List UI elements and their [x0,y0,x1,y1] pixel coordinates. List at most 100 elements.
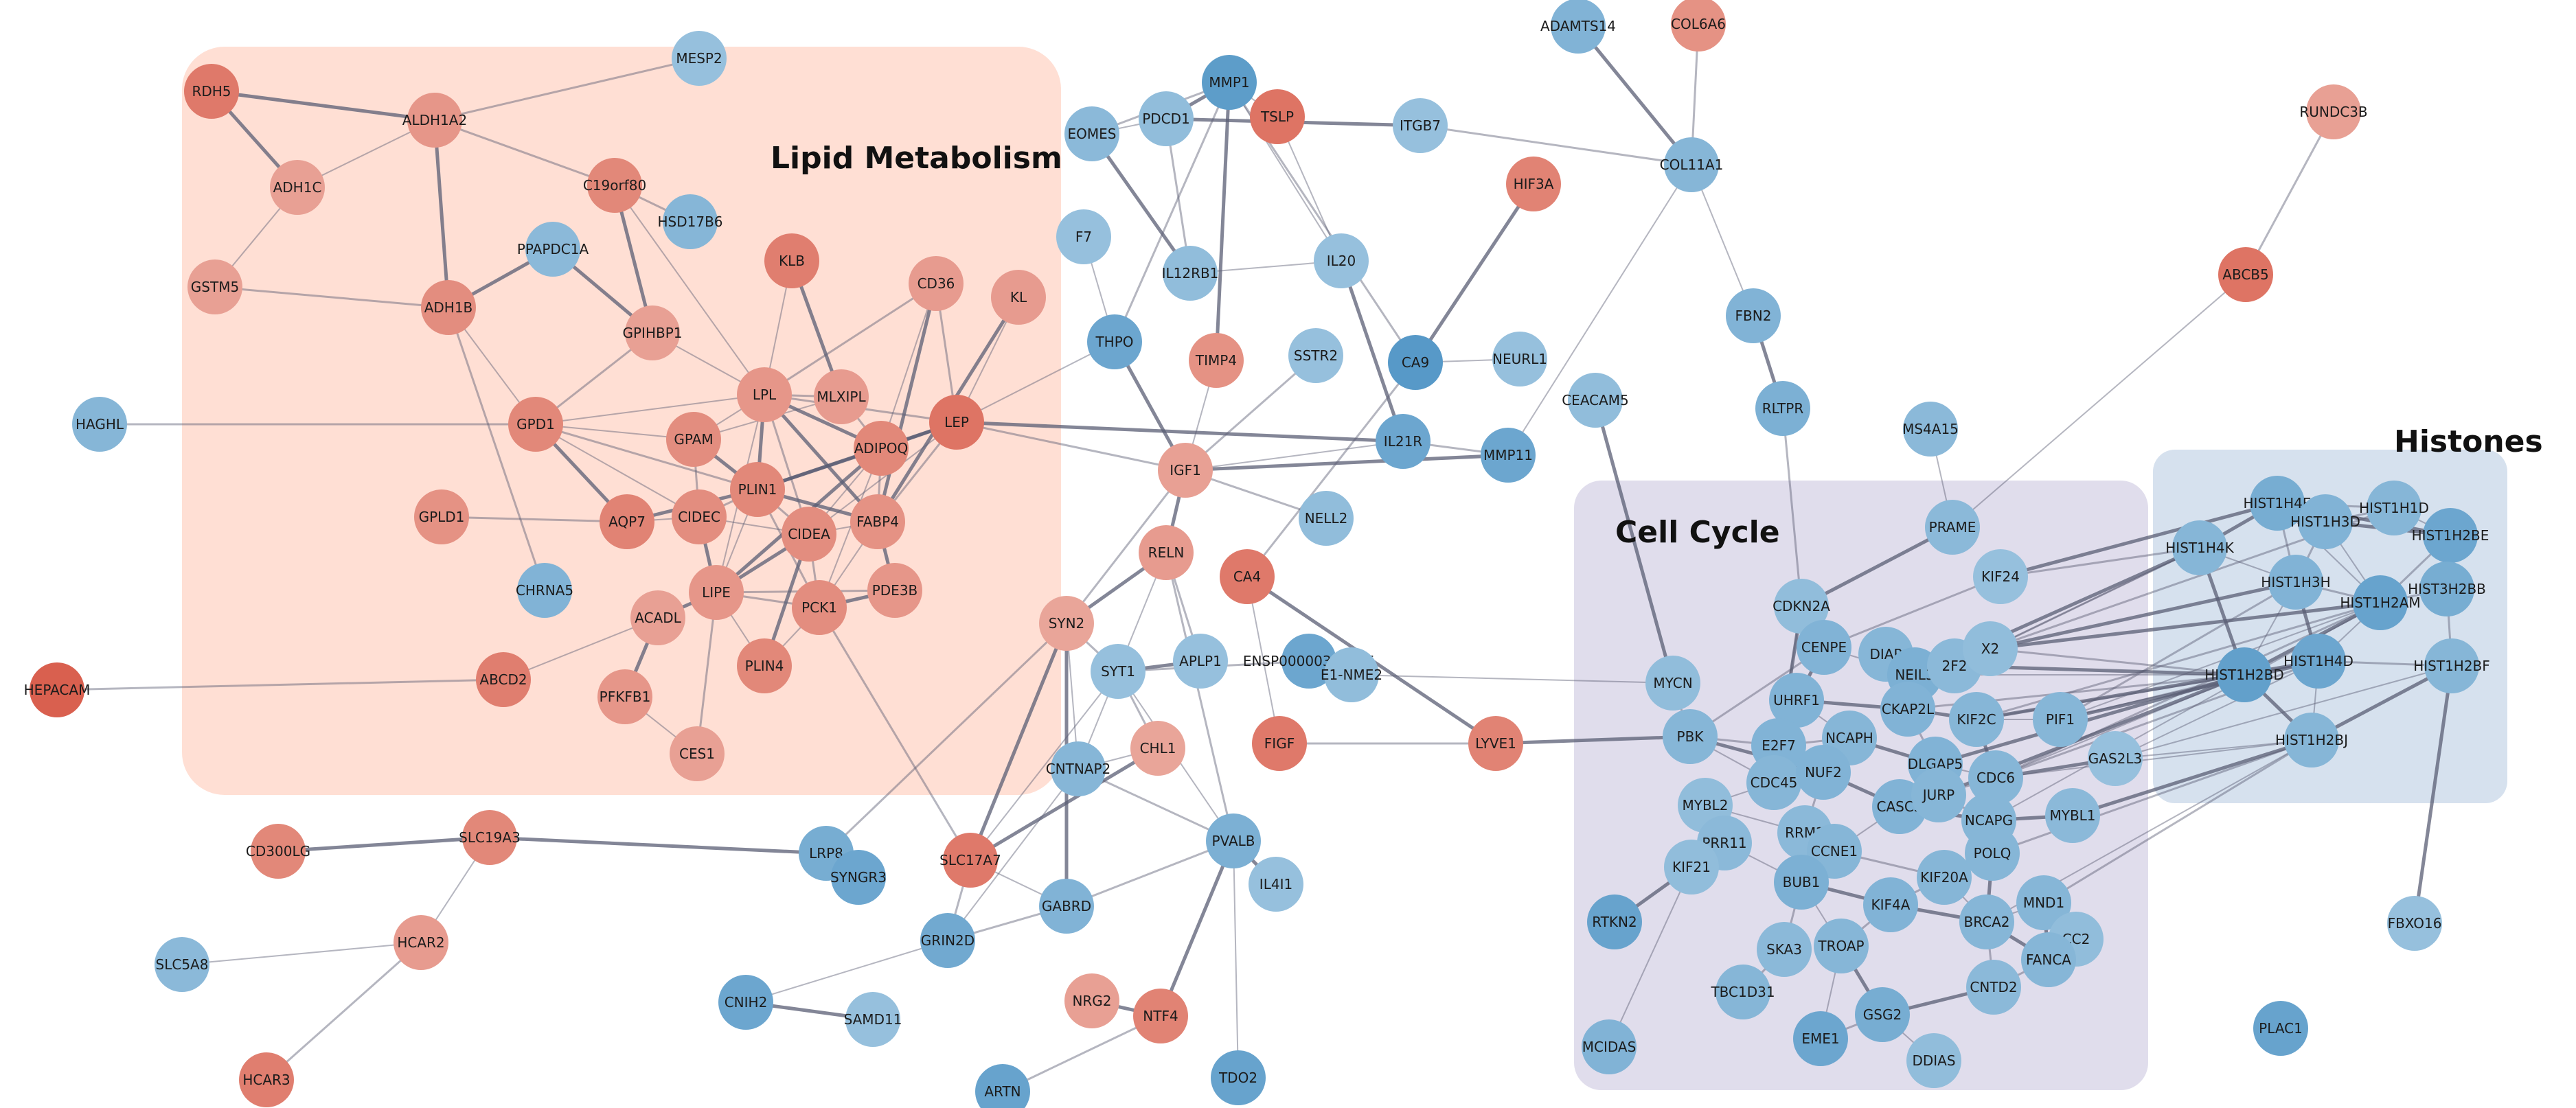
node-mybl1[interactable]: MYBL1 [2045,788,2100,843]
node-hist1h3d[interactable]: HIST1H3D [2290,494,2360,549]
node-thpo[interactable]: THPO [1087,314,1142,369]
node-artn[interactable]: ARTN [975,1064,1030,1108]
node-hcar3[interactable]: HCAR3 [239,1052,294,1107]
node-hist1h3h[interactable]: HIST1H3H [2261,555,2331,610]
node-timp4[interactable]: TIMP4 [1189,333,1244,388]
node-uhrf1[interactable]: UHRF1 [1769,673,1824,728]
node-fabp4[interactable]: FABP4 [850,494,905,549]
node-bub1[interactable]: BUB1 [1774,855,1829,910]
node-adipoq[interactable]: ADIPOQ [854,421,909,476]
node-il12rb1[interactable]: IL12RB1 [1162,246,1219,301]
node-kif4a[interactable]: KIF4A [1863,877,1918,932]
node-il4i1[interactable]: IL4I1 [1249,857,1303,912]
node-cd36[interactable]: CD36 [909,256,964,311]
node-cenpe[interactable]: CENPE [1797,620,1851,675]
node-neurl1[interactable]: NEURL1 [1492,332,1547,386]
node-prame[interactable]: PRAME [1925,500,1980,555]
node-pvalb[interactable]: PVALB [1206,813,1261,868]
node-hsd17b6[interactable]: HSD17B6 [657,194,723,249]
node-mlxipl[interactable]: MLXIPL [814,369,869,424]
node-ca4[interactable]: CA4 [1220,549,1275,604]
node-lyve1[interactable]: LYVE1 [1468,716,1523,771]
node-tdo2[interactable]: TDO2 [1211,1050,1266,1105]
node-lpl[interactable]: LPL [737,367,792,422]
node-col6a6[interactable]: COL6A6 [1671,0,1726,51]
node-acadl[interactable]: ACADL [630,590,685,645]
node-gabrd[interactable]: GABRD [1039,879,1094,934]
node-kif20a[interactable]: KIF20A [1917,850,1972,905]
node-fbn2[interactable]: FBN2 [1726,288,1781,343]
node-slc5a8[interactable]: SLC5A8 [155,937,209,992]
node-pif1[interactable]: PIF1 [2033,692,2088,747]
node-hist1h4k[interactable]: HIST1H4K [2165,520,2235,575]
node-il21r[interactable]: IL21R [1376,414,1431,469]
node-cdc6[interactable]: CDC6 [1968,750,2023,805]
node-cntnap2[interactable]: CNTNAP2 [1046,741,1111,796]
node-cdkn2a[interactable]: CDKN2A [1773,579,1830,634]
node-ms4a15[interactable]: MS4A15 [1902,402,1959,457]
node-slc19a3[interactable]: SLC19A3 [459,810,521,865]
node-hist1h4e[interactable]: HIST1H4E [2244,476,2312,531]
node-aqp7[interactable]: AQP7 [600,494,654,549]
node-klb[interactable]: KLB [764,233,819,288]
node-hist3h2bb[interactable]: HIST3H2BB [2408,562,2486,616]
node-figf[interactable]: FIGF [1252,716,1307,771]
node-eme1[interactable]: EME1 [1793,1011,1848,1066]
node-sstr2[interactable]: SSTR2 [1288,328,1343,383]
node-cidea[interactable]: CIDEA [782,507,836,562]
node-gstm5[interactable]: GSTM5 [187,259,242,314]
node-syngr3[interactable]: SYNGR3 [830,850,887,905]
node-kif24[interactable]: KIF24 [1973,549,2028,604]
node-ckap2l[interactable]: CKAP2L [1880,682,1935,737]
node-ppapdc1a[interactable]: PPAPDC1A [517,222,589,277]
node-haghl[interactable]: HAGHL [72,397,127,452]
node-ska3[interactable]: SKA3 [1757,922,1812,977]
node-grin2d[interactable]: GRIN2D [920,913,975,968]
node-adh1c[interactable]: ADH1C [270,160,325,215]
node-chl1[interactable]: CHL1 [1130,721,1185,776]
node-ddias[interactable]: DDIAS [1906,1033,1961,1088]
node-lep[interactable]: LEP [929,395,984,450]
node-pbk[interactable]: PBK [1663,709,1718,764]
node-aplp1[interactable]: APLP1 [1173,634,1228,689]
node-igf1[interactable]: IGF1 [1158,443,1213,498]
node-slc17a7[interactable]: SLC17A7 [939,833,1001,888]
node-pck1[interactable]: PCK1 [792,580,847,635]
node-gpihbp1[interactable]: GPIHBP1 [622,305,683,360]
node-hist1h2bj[interactable]: HIST1H2BJ [2275,713,2348,767]
node-ces1[interactable]: CES1 [670,726,725,781]
node-gpam[interactable]: GPAM [666,412,721,467]
node-hist1h1d[interactable]: HIST1H1D [2359,481,2429,535]
node-troap[interactable]: TROAP [1814,919,1869,973]
node-rtkn2[interactable]: RTKN2 [1587,895,1642,949]
node-mnd1[interactable]: MND1 [2016,875,2071,930]
node-brca2[interactable]: BRCA2 [1959,895,2014,949]
node-fbxo16[interactable]: FBXO16 [2387,896,2442,951]
node-chrna5[interactable]: CHRNA5 [516,563,573,618]
node-rdh5[interactable]: RDH5 [184,64,239,119]
node-il20[interactable]: IL20 [1314,233,1369,288]
node-reln[interactable]: RELN [1139,525,1194,580]
node-eomes[interactable]: EOMES [1064,106,1119,161]
node-rltpr[interactable]: RLTPR [1755,381,1810,436]
node-gpd1[interactable]: GPD1 [508,397,563,452]
node-hcar2[interactable]: HCAR2 [394,915,448,970]
node-c19orf80[interactable]: C19orf80 [583,158,646,213]
node-adh1b[interactable]: ADH1B [421,280,476,335]
node-plac1[interactable]: PLAC1 [2253,1001,2308,1056]
node-cnih2[interactable]: CNIH2 [718,975,773,1030]
node-polq[interactable]: POLQ [1965,826,2020,881]
node-nell2[interactable]: NELL2 [1299,491,1354,546]
node-kif2c[interactable]: KIF2C [1949,692,2004,747]
node-adamts14[interactable]: ADAMTS14 [1540,0,1616,54]
node-hist1h2bf[interactable]: HIST1H2BF [2413,638,2490,693]
node-mcidas[interactable]: MCIDAS [1582,1019,1637,1074]
node-abcd2[interactable]: ABCD2 [476,652,531,707]
node-plin1[interactable]: PLIN1 [730,462,785,517]
node-cd300lg[interactable]: CD300LG [246,824,310,879]
node-abcb5[interactable]: ABCB5 [2218,247,2273,302]
node-kl[interactable]: KL [991,270,1046,325]
node-hist1h2be[interactable]: HIST1H2BE [2412,508,2489,563]
node-gsg2[interactable]: GSG2 [1855,987,1910,1042]
node-x2[interactable]: X2 [1963,621,2018,676]
